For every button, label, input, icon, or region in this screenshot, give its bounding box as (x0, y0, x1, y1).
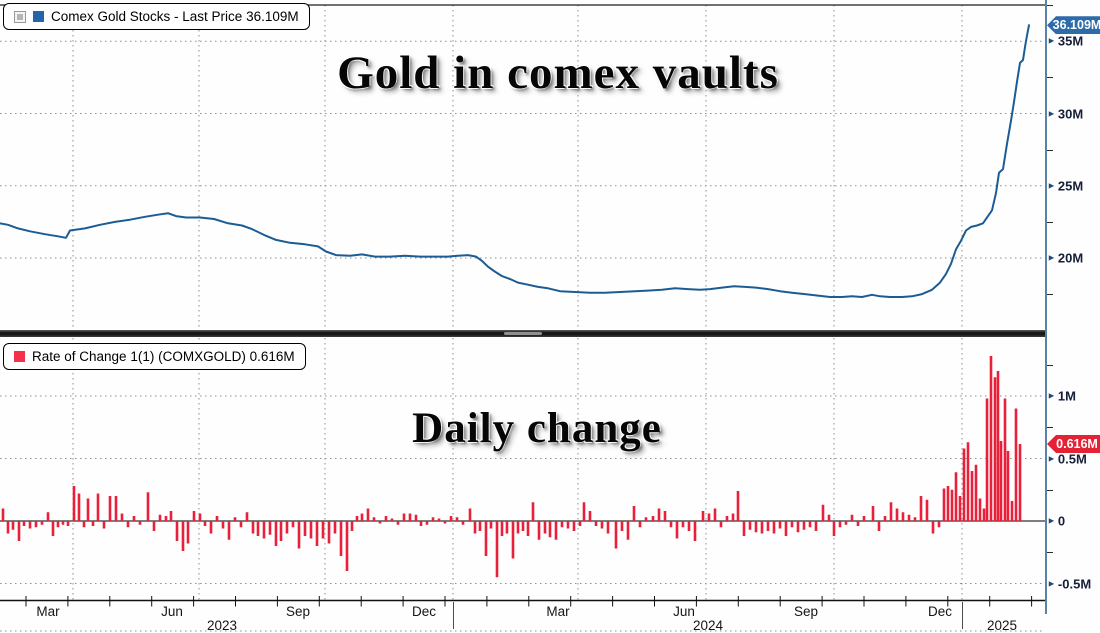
top-legend-label: Comex Gold Stocks - Last Price 36.109M (51, 9, 299, 24)
y-axis-minor-tick (1047, 149, 1053, 151)
top-panel-title: Gold in comex vaults (337, 47, 779, 99)
right-value-axis[interactable]: 36.109M 0.616M ► 35M ► 30M ► 25M ► 20M ► 1M ► 0.5M ►… (1045, 0, 1100, 614)
month-label: Jun (161, 604, 183, 619)
month-label: Sep (285, 604, 311, 619)
expand-icon[interactable] (14, 10, 26, 23)
plot-area[interactable] (0, 0, 1045, 633)
tick-arrow-icon: ► (1047, 35, 1056, 46)
year-label: 2025 (986, 618, 1018, 633)
y-axis-minor-tick (1047, 427, 1053, 429)
tick-arrow-icon: ► (1047, 252, 1056, 263)
year-separator (962, 602, 963, 629)
month-label: Mar (36, 604, 60, 619)
month-label: Sep (793, 604, 819, 619)
y-axis-minor-tick (1047, 489, 1053, 491)
y-axis-tick-label: ► 35M (1047, 33, 1084, 49)
month-label: Mar (546, 604, 570, 619)
tick-arrow-icon: ► (1047, 180, 1056, 191)
panel-resize-handle[interactable] (0, 330, 1045, 337)
y-axis-tick-label: ► 0.5M (1047, 451, 1087, 466)
tick-arrow-icon: ► (1047, 453, 1056, 463)
y-axis-tick-label: ► 20M (1047, 250, 1084, 266)
tick-arrow-icon: ► (1047, 108, 1056, 118)
y-axis-tick-label: ► 25M (1047, 178, 1084, 194)
y-axis-minor-tick (1047, 552, 1053, 554)
last-price-badge: 36.109M (1047, 16, 1100, 35)
y-axis-tick-label: ► 30M (1047, 106, 1084, 121)
year-separator (453, 602, 454, 629)
series-swatch-blue-icon (33, 11, 44, 22)
tick-arrow-icon: ► (1047, 390, 1056, 401)
bottom-legend-label: Rate of Change 1(1) (COMXGOLD) 0.616M (32, 349, 295, 364)
y-axis-minor-tick (1047, 5, 1053, 7)
resize-grip-icon (503, 332, 542, 335)
y-axis-tick-label: ► 1M (1047, 388, 1076, 404)
month-label: Dec (927, 604, 953, 619)
y-axis-minor-tick (1047, 294, 1053, 296)
year-label: 2024 (692, 618, 724, 633)
series-swatch-red-icon (14, 351, 25, 362)
y-axis-tick-label: ► -0.5M (1047, 576, 1092, 591)
tick-arrow-icon: ► (1047, 515, 1056, 526)
month-label: Jun (673, 604, 695, 619)
y-axis-tick-label: ► 0 (1047, 513, 1066, 529)
year-label: 2023 (206, 618, 238, 633)
y-axis-minor-tick (1047, 221, 1053, 223)
month-label: Dec (411, 604, 437, 619)
bottom-legend[interactable]: Rate of Change 1(1) (COMXGOLD) 0.616M (3, 343, 306, 370)
y-axis-minor-tick (1047, 364, 1053, 366)
tick-arrow-icon: ► (1047, 578, 1056, 588)
y-axis-minor-tick (1047, 77, 1053, 79)
top-legend[interactable]: Comex Gold Stocks - Last Price 36.109M (3, 3, 310, 30)
rate-of-change-badge: 0.616M (1047, 435, 1100, 453)
bottom-panel-title: Daily change (412, 405, 662, 452)
